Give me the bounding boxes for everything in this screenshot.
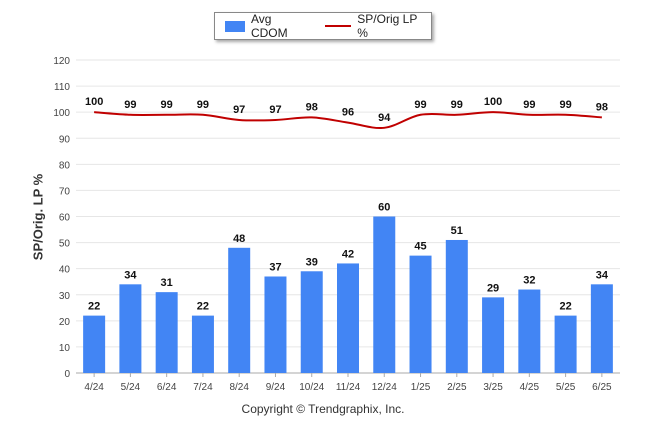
x-tick-label: 6/24 <box>157 382 177 393</box>
line-value-label: 98 <box>306 101 318 113</box>
bar-value-label: 22 <box>197 301 209 313</box>
y-tick-label: 90 <box>59 134 71 145</box>
bar-value-label: 34 <box>596 269 609 281</box>
bar-value-label: 60 <box>378 202 390 214</box>
legend: Avg CDOM SP/Orig LP % <box>214 12 432 40</box>
line-value-label: 94 <box>378 112 391 124</box>
bar <box>228 247 251 373</box>
x-tick-label: 11/24 <box>336 382 361 393</box>
y-tick-label: 50 <box>59 239 71 250</box>
copyright-footer: Copyright © Trendgraphix, Inc. <box>241 402 405 416</box>
line-value-label: 99 <box>414 99 426 111</box>
bar <box>518 289 541 373</box>
legend-item-bar: Avg CDOM <box>225 12 311 40</box>
bar <box>83 315 106 373</box>
legend-bar-swatch <box>225 20 245 32</box>
y-axis-label: SP/Orig. LP % <box>30 173 46 261</box>
bar <box>445 239 468 373</box>
bar <box>590 284 613 373</box>
bar <box>300 271 323 373</box>
x-tick-label: 4/24 <box>84 382 104 393</box>
x-tick-label: 3/25 <box>483 382 503 393</box>
x-tick-label: 1/25 <box>411 382 431 393</box>
x-tick-label: 6/25 <box>592 382 612 393</box>
bar <box>482 297 505 373</box>
line-value-label: 99 <box>161 99 173 111</box>
y-tick-label: 20 <box>59 317 71 328</box>
bar-value-label: 37 <box>269 261 281 273</box>
bar-value-label: 45 <box>414 241 426 253</box>
x-tick-label: 10/24 <box>299 382 324 393</box>
bar-value-label: 29 <box>487 282 499 294</box>
sp-orig-lp-line <box>94 111 602 130</box>
y-tick-label: 100 <box>53 108 70 119</box>
y-tick-label: 10 <box>59 343 71 354</box>
line-value-label: 99 <box>124 99 136 111</box>
y-tick-label: 80 <box>59 160 71 171</box>
x-tick-label: 8/24 <box>229 382 249 393</box>
line-value-label: 98 <box>596 101 608 113</box>
bar <box>409 255 432 373</box>
bar-value-label: 34 <box>124 269 137 281</box>
legend-bar-label: Avg CDOM <box>250 12 288 40</box>
bar <box>554 315 577 373</box>
y-tick-label: 40 <box>59 265 71 276</box>
y-tick-label: 60 <box>59 213 71 224</box>
x-tick-label: 7/24 <box>193 382 213 393</box>
bar <box>155 292 178 373</box>
x-tick-label: 2/25 <box>447 382 467 393</box>
y-tick-label: 110 <box>54 82 70 93</box>
legend-line-swatch <box>325 25 352 27</box>
bar-value-label: 32 <box>523 275 535 287</box>
y-tick-label: 30 <box>59 291 71 302</box>
x-tick-label: 5/25 <box>556 382 576 393</box>
line-value-label: 97 <box>233 104 245 116</box>
x-tick-label: 9/24 <box>266 382 286 393</box>
bar <box>337 263 359 373</box>
bar <box>264 276 287 373</box>
bar-value-label: 39 <box>306 256 318 268</box>
bar-value-label: 48 <box>233 233 245 245</box>
bar-value-label: 42 <box>342 248 354 260</box>
x-tick-label: 5/24 <box>121 382 141 393</box>
line-value-label: 99 <box>523 99 535 111</box>
bar-value-label: 51 <box>451 225 463 237</box>
line-value-label: 97 <box>269 104 281 116</box>
y-tick-label: 120 <box>53 56 70 67</box>
line-value-label: 100 <box>484 96 502 108</box>
y-tick-label: 0 <box>64 369 70 380</box>
legend-line-label: SP/Orig LP % <box>357 12 418 40</box>
line-value-label: 99 <box>559 99 571 111</box>
bar <box>119 284 142 373</box>
line-value-label: 99 <box>451 99 463 111</box>
x-tick-label: 4/25 <box>520 382 540 393</box>
bar-value-label: 31 <box>161 277 173 289</box>
bar <box>373 216 396 373</box>
x-tick-label: 12/24 <box>372 382 397 393</box>
legend-item-line: SP/Orig LP % <box>325 12 431 40</box>
bar-value-label: 22 <box>88 301 100 313</box>
bar <box>191 315 214 373</box>
line-value-label: 99 <box>197 99 209 111</box>
bar-value-label: 22 <box>559 301 571 313</box>
y-tick-label: 70 <box>59 186 71 197</box>
line-value-label: 96 <box>342 107 354 119</box>
line-value-label: 100 <box>85 96 103 108</box>
